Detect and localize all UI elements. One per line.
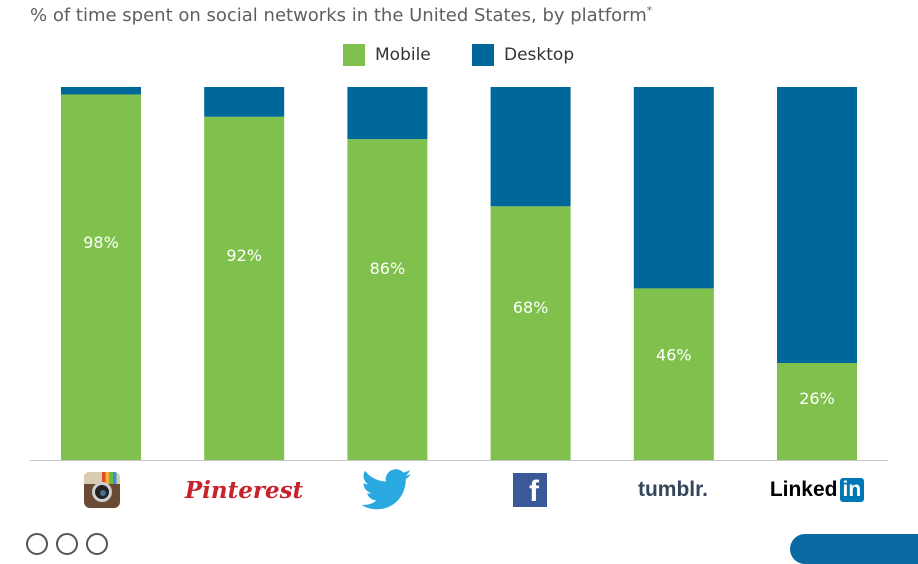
bar-mobile-pinterest: [204, 116, 285, 460]
facebook-icon: f: [513, 473, 547, 507]
logo-linkedin: Linked in: [762, 470, 872, 510]
title-footnote-mark: *: [646, 4, 653, 17]
instagram-rainbow-stripe: [84, 472, 120, 484]
footer-share-icons: [26, 533, 108, 555]
data-label-instagram: 98%: [83, 233, 119, 252]
linkedin-in-badge: in: [839, 478, 865, 502]
data-label-twitter: 86%: [370, 259, 406, 278]
legend-label-mobile: Mobile: [375, 45, 431, 65]
bar-desktop-tumblr: [633, 87, 714, 289]
legend-item-desktop: Desktop: [472, 44, 574, 66]
share-icon[interactable]: [26, 533, 48, 555]
logo-facebook: f: [490, 470, 570, 510]
legend-label-desktop: Desktop: [504, 45, 575, 65]
bar-mobile-instagram: [61, 94, 141, 461]
chart-title: % of time spent on social networks in th…: [30, 4, 652, 26]
pinterest-wordmark: Pinterest: [184, 476, 304, 504]
data-label-tumblr: 46%: [656, 345, 692, 364]
chart-legend: Mobile Desktop: [0, 44, 918, 70]
bar-mobile-twitter: [347, 139, 428, 460]
bar-desktop-linkedin: [777, 87, 857, 364]
bar-desktop-instagram: [61, 87, 141, 95]
facebook-f-glyph: f: [529, 475, 539, 507]
chart-title-text: % of time spent on social networks in th…: [30, 5, 647, 26]
linkedin-text: Linked: [769, 478, 838, 501]
bar-desktop-facebook: [490, 87, 571, 207]
bar-mobile-tumblr: [633, 288, 714, 460]
data-label-facebook: 68%: [513, 298, 549, 317]
data-label-linkedin: 26%: [799, 389, 835, 408]
instagram-icon: [84, 472, 120, 508]
share-icon[interactable]: [56, 533, 78, 555]
instagram-lens-inner: [100, 490, 106, 496]
footer-button[interactable]: [790, 534, 918, 564]
linkedin-wordmark: Linked in: [769, 478, 865, 502]
share-icon[interactable]: [86, 533, 108, 555]
legend-swatch-mobile: [343, 44, 365, 66]
bar-desktop-twitter: [347, 87, 428, 140]
bar-desktop-pinterest: [204, 87, 285, 117]
bar-mobile-facebook: [490, 206, 571, 460]
chart-plot-area: 98% 92% 86% 68% 46% 26%: [30, 87, 888, 461]
data-label-pinterest: 92%: [226, 246, 262, 265]
legend-swatch-desktop: [472, 44, 494, 66]
instagram-lens: [92, 482, 112, 502]
logo-twitter: [347, 469, 427, 510]
logo-instagram: [62, 470, 142, 510]
twitter-bird-icon: [361, 469, 412, 510]
logo-pinterest: Pinterest: [185, 470, 303, 510]
logo-tumblr: tumblr.: [623, 470, 723, 510]
tumblr-wordmark: tumblr.: [637, 478, 708, 501]
bar-mobile-linkedin: [777, 363, 857, 460]
legend-item-mobile: Mobile: [343, 44, 431, 66]
